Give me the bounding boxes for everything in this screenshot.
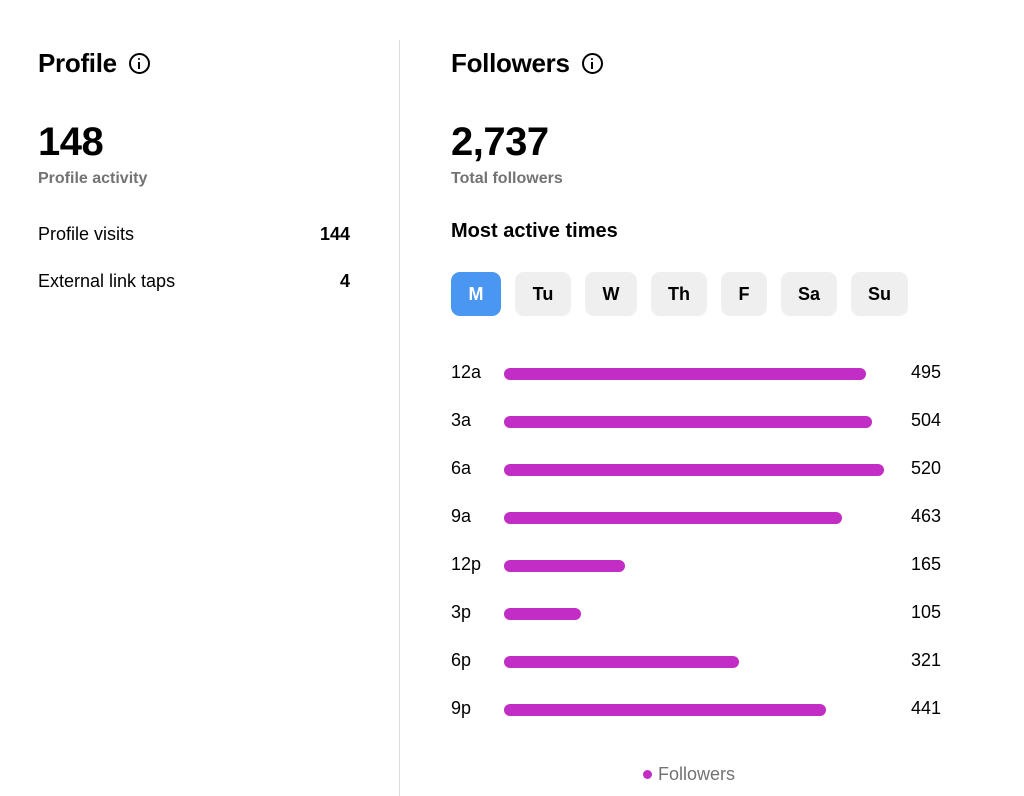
chart-bar-9a	[504, 512, 842, 524]
chart-bar-3a	[504, 416, 872, 428]
tab-tuesday[interactable]: Tu	[515, 272, 571, 316]
tab-thursday[interactable]: Th	[651, 272, 707, 316]
chart-bar-track	[504, 608, 884, 620]
most-active-times-title: Most active times	[451, 220, 618, 242]
chart-value-label: 441	[910, 698, 941, 718]
chart-bar-track	[504, 512, 884, 524]
chart-bar-track	[504, 368, 884, 380]
total-followers-count: 2,737	[451, 120, 549, 164]
chart-row-6p: 6p 321	[451, 638, 941, 686]
tab-wednesday[interactable]: W	[585, 272, 637, 316]
profile-visits-row: Profile visits 144	[38, 224, 350, 245]
external-link-taps-value: 4	[339, 271, 350, 291]
chart-bar-6p	[504, 656, 739, 668]
legend-dot-icon	[643, 770, 652, 779]
chart-value-label: 463	[910, 506, 941, 526]
legend-label: Followers	[658, 764, 736, 784]
chart-row-9p: 9p 441	[451, 686, 941, 734]
chart-row-6a: 6a 520	[451, 446, 941, 494]
chart-bar-track	[504, 656, 884, 668]
chart-category-label: 3p	[451, 602, 472, 622]
chart-value-label: 520	[910, 458, 941, 478]
profile-visits-label: Profile visits	[38, 224, 135, 244]
profile-visits-value: 144	[319, 224, 350, 244]
info-icon[interactable]	[128, 53, 150, 74]
tab-friday[interactable]: F	[721, 272, 767, 316]
chart-row-3p: 3p 105	[451, 590, 941, 638]
chart-category-label: 6p	[451, 650, 472, 670]
chart-value-label: 495	[910, 362, 941, 382]
profile-activity-count: 148	[38, 120, 104, 164]
chart-category-label: 3a	[451, 410, 472, 430]
followers-title: Followers	[451, 48, 603, 79]
chart-category-label: 12a	[451, 362, 482, 382]
chart-bar-12p	[504, 560, 625, 572]
info-icon[interactable]	[581, 53, 603, 74]
chart-category-label: 9p	[451, 698, 472, 718]
chart-legend: Followers	[643, 764, 735, 785]
profile-title: Profile	[38, 48, 150, 79]
day-tabs: M Tu W Th F Sa Su	[451, 272, 922, 316]
chart-category-label: 12p	[451, 554, 482, 574]
chart-row-12p: 12p 165	[451, 542, 941, 590]
chart-category-label: 9a	[451, 506, 472, 526]
chart-bar-12a	[504, 368, 866, 380]
profile-title-text: Profile	[38, 48, 117, 78]
chart-category-label: 6a	[451, 458, 472, 478]
chart-row-9a: 9a 463	[451, 494, 941, 542]
chart-bar-track	[504, 704, 884, 716]
profile-activity-label: Profile activity	[38, 170, 148, 187]
external-link-taps-row: External link taps 4	[38, 271, 350, 292]
chart-value-label: 321	[910, 650, 941, 670]
chart-bar-track	[504, 560, 884, 572]
chart-value-label: 165	[910, 554, 941, 574]
chart-value-label: 105	[910, 602, 941, 622]
chart-bar-9p	[504, 704, 826, 716]
chart-value-label: 504	[910, 410, 941, 430]
tab-sunday[interactable]: Su	[851, 272, 908, 316]
chart-bar-3p	[504, 608, 581, 620]
external-link-taps-label: External link taps	[38, 271, 176, 291]
followers-title-text: Followers	[451, 48, 570, 78]
panel-divider	[399, 40, 400, 796]
chart-row-12a: 12a 495	[451, 350, 941, 398]
total-followers-label: Total followers	[451, 170, 563, 187]
chart-bar-track	[504, 416, 884, 428]
tab-monday[interactable]: M	[451, 272, 501, 316]
chart-bar-6a	[504, 464, 884, 476]
most-active-times-chart: 12a 495 3a 504 6a 520 9a 463 12p 165 3p 105 6p 321 9p 4…	[451, 350, 951, 730]
chart-row-3a: 3a 504	[451, 398, 941, 446]
chart-bar-track	[504, 464, 884, 476]
tab-saturday[interactable]: Sa	[781, 272, 837, 316]
